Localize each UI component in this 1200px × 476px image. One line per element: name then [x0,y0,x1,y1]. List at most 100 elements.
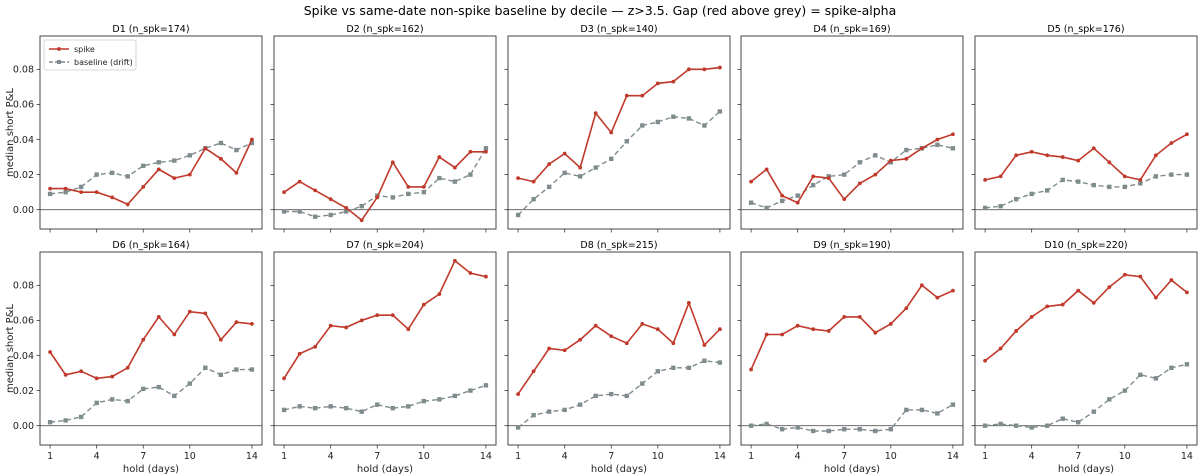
baseline-point [593,393,598,399]
spike-point [516,176,520,181]
x-tick-label: 4 [562,451,568,462]
spike-point [297,351,302,356]
baseline-point [904,147,909,153]
x-tick-label: 1 [515,451,521,462]
x-tick-label: 10 [418,451,430,462]
axes-frame [507,251,731,446]
spike-point [1169,278,1174,282]
spike-point [156,167,161,172]
spike-point [1060,302,1065,307]
spike-point [1045,153,1050,158]
spike-point [624,341,629,346]
x-tick-label: 7 [374,451,380,462]
spike-point [1014,329,1019,333]
baseline-point [1013,196,1019,202]
axes-frame [39,35,263,230]
baseline-point [218,372,224,378]
baseline-point [795,425,800,430]
y-tick-label: 0.06 [13,100,34,111]
baseline-point [562,407,567,413]
spike-point [857,315,862,319]
baseline-point [187,153,193,158]
x-tick-label: 4 [328,451,334,462]
baseline-point [312,214,318,219]
baseline-point [935,142,940,147]
baseline-point [748,423,754,428]
baseline-point [218,140,224,146]
baseline-line [751,403,954,432]
baseline-point [919,407,925,413]
spike-point [156,315,161,319]
spike-point [218,156,223,161]
spike-point [187,309,192,314]
baseline-point [297,404,302,409]
spike-point [79,369,84,374]
baseline-point [125,398,130,404]
spike-point [547,346,552,351]
spike-point [1169,141,1174,145]
baseline-point [810,428,816,434]
baseline-point [950,146,956,151]
y-tick-label: 0.04 [13,135,34,146]
baseline-point [857,160,862,165]
y-tick-label: 0.02 [13,170,34,181]
spike-point [203,311,208,316]
axes-frame [974,251,1198,446]
baseline-point [343,209,349,214]
spike-point [764,332,769,337]
baseline-point [156,384,161,390]
figure-title: Spike vs same-date non-spike baseline by… [304,3,897,18]
baseline-point [78,414,84,420]
baseline-point [717,360,723,365]
y-tick-label: 0.08 [13,281,34,292]
spike-point [484,274,488,279]
spike-line [750,133,954,204]
baseline-point [63,418,68,423]
baseline-point [281,209,287,214]
spike-point [1091,300,1096,305]
spike-point [609,130,614,135]
baseline-point [546,409,552,414]
spike-point [1153,295,1158,300]
spike-point [983,177,987,182]
spike-point [888,322,893,326]
spike-point [297,179,302,184]
spike-point [421,184,426,189]
baseline-point [702,123,707,128]
spike-point [811,327,816,332]
y-axis-label: median short P&L [5,88,16,177]
spike-point [671,341,676,346]
baseline-point [483,146,489,151]
y-axis-label: median short P&L [5,304,16,393]
baseline-point [1044,188,1050,193]
spike-point [593,323,598,328]
baseline-point [609,391,614,397]
baseline-point [483,383,489,388]
baseline-point [109,170,115,176]
baseline-point [1122,388,1128,393]
spike-point [328,323,333,328]
panels: D1 (n_spk=174) 0.00 0.02 0.04 0.06 0.08 median… [5,24,1198,475]
baseline-point [437,175,442,181]
spike-point [578,165,583,170]
y-tick-label: 0.08 [13,65,34,76]
baseline-point [764,421,769,427]
spike-point [1185,290,1189,295]
spike-point [1107,160,1112,165]
spike-point [904,306,909,311]
baseline-point [748,200,754,205]
panel-title: D7 (n_spk=204) [346,240,423,251]
x-axis-label: hold (days) [591,464,647,475]
spike-point [826,329,831,333]
baseline-line [985,363,1188,429]
spike-point [1029,149,1034,154]
spike-point [282,190,286,195]
legend-spike-label: spike [74,45,95,54]
spike-point [749,367,753,372]
spike-point [826,176,831,181]
baseline-point [1169,365,1174,370]
spike-point [250,322,254,326]
baseline-point [1138,372,1143,378]
